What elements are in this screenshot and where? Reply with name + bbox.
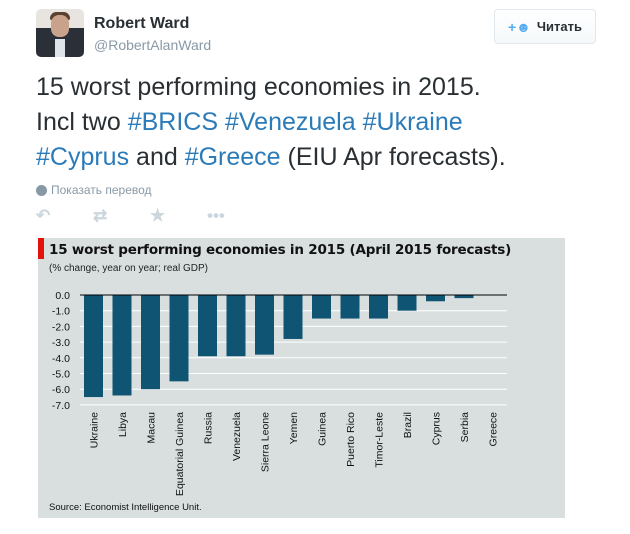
bar-puerto-rico	[340, 295, 360, 319]
chart-image[interactable]: 15 worst performing economies in 2015 (A…	[38, 238, 565, 518]
hashtag-greece[interactable]: #Greece	[184, 143, 281, 171]
bar-chart: 0.0 -1.0 -2.0 -3.0 -4.0 -5.0 -6.0 -7.0 Ukraine Li…	[52, 290, 507, 496]
tweet-text-part: Incl two	[36, 108, 128, 136]
tweet-text-part: and	[129, 143, 185, 171]
y-tick-label: -4.0	[52, 353, 70, 365]
y-tick-label: -6.0	[52, 384, 70, 396]
x-tick-label: Puerto Rico	[345, 412, 357, 467]
y-tick-label: -7.0	[52, 400, 70, 412]
x-tick-label: Brazil	[402, 412, 414, 438]
favorite-icon[interactable]: ★	[150, 206, 166, 225]
x-tick-label: Yemen	[288, 412, 300, 444]
avatar[interactable]	[36, 9, 84, 57]
y-tick-label: 0.0	[55, 290, 70, 302]
x-tick-label: Venezuela	[231, 412, 243, 461]
bar-ukraine	[84, 295, 103, 398]
bar-timor-leste	[369, 295, 388, 319]
translate-link[interactable]: Показать перевод	[36, 183, 152, 197]
y-tick-label: -5.0	[52, 369, 70, 381]
bar-brazil	[397, 295, 417, 311]
bar-equatorial-guinea	[169, 295, 189, 382]
reply-icon[interactable]: ↶	[36, 206, 51, 225]
hashtag-venezuela[interactable]: #Venezuela	[224, 108, 356, 136]
follow-label: Читать	[536, 19, 582, 34]
globe-icon	[36, 184, 47, 196]
follow-button[interactable]: +☻ Читать	[494, 9, 596, 44]
x-tick-label: Libya	[117, 412, 129, 437]
y-tick-label: -2.0	[52, 321, 70, 333]
chart-title: 15 worst performing economies in 2015 (A…	[49, 242, 512, 258]
bar-venezuela	[226, 295, 246, 357]
bar-libya	[112, 295, 132, 396]
chart-subtitle: (% change, year on year; real GDP)	[49, 263, 208, 274]
translate-label: Показать перевод	[51, 183, 152, 197]
bar-guinea	[312, 295, 331, 319]
bar-russia	[198, 295, 217, 357]
x-tick-label: Cyprus	[431, 412, 443, 445]
hashtag-cyprus[interactable]: #Cyprus	[36, 143, 130, 171]
x-tick-label: Serbia	[459, 412, 471, 443]
tweet-text: 15 worst performing economies in 2015. I…	[36, 70, 616, 175]
more-icon[interactable]: •••	[207, 206, 225, 225]
bar-yemen	[283, 295, 303, 339]
user-handle[interactable]: @RobertAlanWard	[94, 37, 212, 53]
x-tick-label: Equatorial Guinea	[174, 412, 186, 496]
bar-macau	[141, 295, 160, 390]
add-user-icon: +☻	[507, 18, 531, 35]
y-tick-label: -1.0	[52, 306, 70, 318]
bar-sierra-leone	[255, 295, 274, 355]
bar-serbia	[454, 295, 474, 299]
y-tick-label: -3.0	[52, 337, 70, 349]
x-tick-label: Timor-Leste	[374, 412, 386, 468]
x-tick-label: Ukraine	[89, 412, 101, 448]
x-tick-label: Macau	[146, 412, 158, 444]
x-tick-label: Russia	[203, 412, 215, 444]
chart-source: Source: Economist Intelligence Unit.	[49, 502, 202, 513]
retweet-icon[interactable]: ⇄	[93, 206, 108, 225]
hashtag-ukraine[interactable]: #Ukraine	[362, 108, 463, 136]
bar-cyprus	[426, 295, 445, 302]
x-tick-label: Guinea	[317, 412, 329, 446]
hashtag-brics[interactable]: #BRICS	[127, 108, 219, 136]
x-tick-label: Sierra Leone	[260, 412, 272, 472]
x-tick-label: Greece	[488, 412, 500, 447]
tweet-text-part: (EIU Apr forecasts).	[280, 143, 506, 171]
user-name[interactable]: Robert Ward	[94, 15, 190, 32]
chart-accent-bar	[38, 238, 44, 259]
tweet-line: 15 worst performing economies in 2015.	[36, 73, 481, 101]
